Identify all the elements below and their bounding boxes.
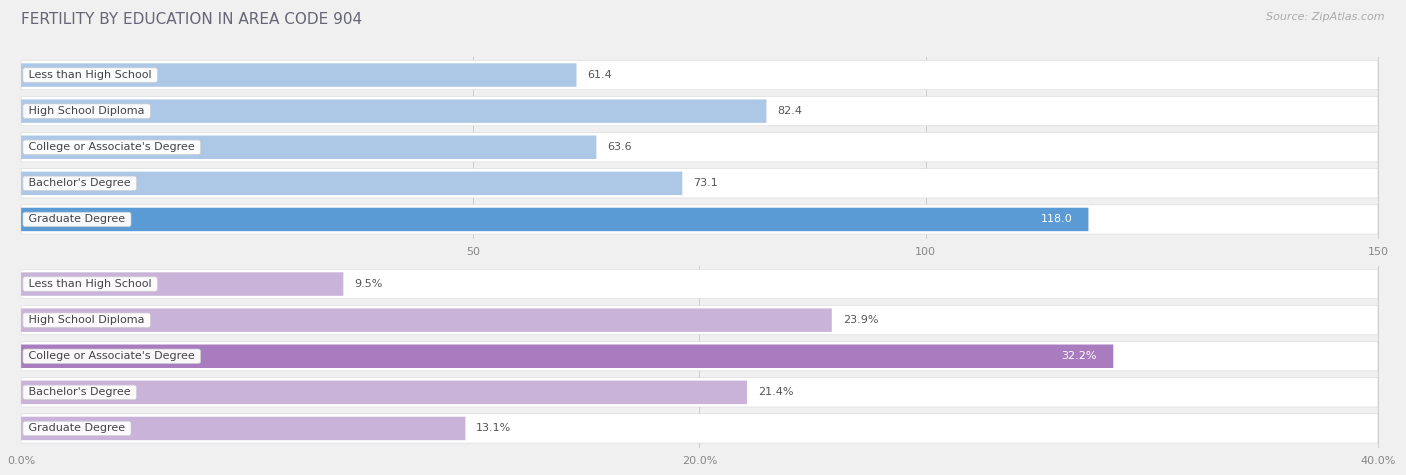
Text: Less than High School: Less than High School bbox=[25, 70, 155, 80]
Text: 21.4%: 21.4% bbox=[758, 387, 793, 398]
FancyBboxPatch shape bbox=[21, 60, 1378, 90]
FancyBboxPatch shape bbox=[21, 63, 576, 87]
FancyBboxPatch shape bbox=[21, 305, 1378, 335]
FancyBboxPatch shape bbox=[21, 417, 465, 440]
Text: Graduate Degree: Graduate Degree bbox=[25, 214, 129, 225]
FancyBboxPatch shape bbox=[21, 414, 1378, 443]
FancyBboxPatch shape bbox=[21, 99, 766, 123]
FancyBboxPatch shape bbox=[21, 135, 596, 159]
Text: Graduate Degree: Graduate Degree bbox=[25, 423, 129, 434]
Text: 118.0: 118.0 bbox=[1040, 214, 1073, 225]
FancyBboxPatch shape bbox=[21, 308, 832, 332]
Text: 82.4: 82.4 bbox=[778, 106, 803, 116]
FancyBboxPatch shape bbox=[21, 169, 1378, 198]
Text: Bachelor's Degree: Bachelor's Degree bbox=[25, 178, 135, 189]
FancyBboxPatch shape bbox=[21, 269, 1378, 299]
FancyBboxPatch shape bbox=[21, 171, 682, 195]
FancyBboxPatch shape bbox=[21, 133, 1378, 162]
FancyBboxPatch shape bbox=[21, 205, 1378, 234]
Text: 32.2%: 32.2% bbox=[1062, 351, 1097, 361]
Text: High School Diploma: High School Diploma bbox=[25, 106, 148, 116]
Text: FERTILITY BY EDUCATION IN AREA CODE 904: FERTILITY BY EDUCATION IN AREA CODE 904 bbox=[21, 12, 363, 27]
Text: Source: ZipAtlas.com: Source: ZipAtlas.com bbox=[1267, 12, 1385, 22]
Text: High School Diploma: High School Diploma bbox=[25, 315, 148, 325]
Text: 23.9%: 23.9% bbox=[842, 315, 879, 325]
Text: 61.4: 61.4 bbox=[588, 70, 612, 80]
Text: College or Associate's Degree: College or Associate's Degree bbox=[25, 351, 198, 361]
FancyBboxPatch shape bbox=[21, 378, 1378, 407]
FancyBboxPatch shape bbox=[21, 380, 747, 404]
Text: 63.6: 63.6 bbox=[607, 142, 631, 152]
Text: College or Associate's Degree: College or Associate's Degree bbox=[25, 142, 198, 152]
FancyBboxPatch shape bbox=[21, 344, 1114, 368]
FancyBboxPatch shape bbox=[21, 96, 1378, 126]
Text: Bachelor's Degree: Bachelor's Degree bbox=[25, 387, 135, 398]
Text: Less than High School: Less than High School bbox=[25, 279, 155, 289]
Text: 13.1%: 13.1% bbox=[477, 423, 512, 434]
FancyBboxPatch shape bbox=[21, 342, 1378, 371]
FancyBboxPatch shape bbox=[21, 272, 343, 296]
FancyBboxPatch shape bbox=[21, 208, 1088, 231]
Text: 73.1: 73.1 bbox=[693, 178, 718, 189]
Text: 9.5%: 9.5% bbox=[354, 279, 382, 289]
